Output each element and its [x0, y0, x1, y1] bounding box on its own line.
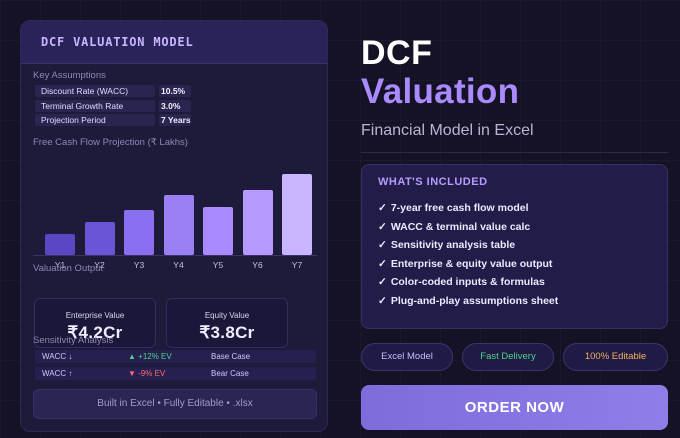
list-item: ✓ Sensitivity analysis table — [378, 238, 558, 257]
model-footer-note: Built in Excel • Fully Editable • .xlsx — [33, 389, 317, 419]
x-tick-label: Y3 — [133, 260, 145, 270]
list-item-text: Color-coded inputs & formulas — [390, 276, 545, 289]
sensitivity-heading: Sensitivity Analysis — [33, 335, 114, 346]
sensitivity-wacc: WACC ↓ — [42, 352, 73, 361]
checkmark-icon: ✓ — [378, 220, 387, 233]
fcf-bar-chart: Y1 Y2 Y3 Y4 Y5 Y6 Y7 — [33, 171, 317, 271]
included-list: ✓ 7-year free cash flow model ✓ WACC & ter… — [378, 201, 558, 313]
model-card-title: DCF VALUATION MODEL — [41, 35, 194, 49]
order-now-button[interactable]: ORDER NOW — [361, 385, 668, 430]
fcf-bar — [203, 206, 233, 255]
list-item-text: Plug-and-play assumptions sheet — [390, 294, 559, 307]
checkmark-icon: ✓ — [378, 294, 387, 307]
sensitivity-case: Bear Case — [211, 369, 249, 378]
list-item: ✓ WACC & terminal value calc — [378, 220, 558, 239]
list-item-text: Enterprise & equity value output — [390, 257, 553, 270]
list-item: ✓ 7-year free cash flow model — [378, 201, 558, 220]
assumption-value: 3.0% — [159, 100, 191, 112]
hero-title-line1: DCF — [361, 34, 433, 72]
kpi-value: ₹4.2Cr — [67, 323, 123, 342]
sensitivity-case: Base Case — [211, 352, 251, 361]
x-tick-label: Y7 — [291, 260, 303, 270]
checkmark-icon: ✓ — [378, 239, 387, 252]
checkmark-icon: ✓ — [378, 202, 387, 214]
chart-x-axis — [33, 255, 317, 256]
whats-included-title: WHAT'S INCLUDED — [378, 176, 488, 188]
valuation-heading: Valuation Output — [33, 263, 104, 274]
whats-included-card: WHAT'S INCLUDED ✓ 7-year free cash flow m… — [361, 164, 668, 329]
x-tick-label: Y1 — [54, 260, 66, 270]
fast-delivery-badge: Fast Delivery — [462, 343, 554, 371]
list-item: ✓ Enterprise & equity value output — [378, 257, 558, 276]
list-item: ✓ Color-coded inputs & formulas — [378, 275, 558, 294]
list-item-text: Sensitivity analysis table — [390, 239, 516, 252]
checkmark-icon: ✓ — [378, 257, 387, 270]
x-tick-label: Y4 — [173, 260, 184, 270]
model-preview-card: DCF VALUATION MODEL Key Assumptions Disc… — [20, 20, 328, 432]
fcf-bar — [282, 174, 312, 255]
kpi-label: Enterprise Value — [65, 311, 125, 320]
x-tick-label: Y5 — [212, 260, 224, 270]
assumption-name: Discount Rate (WACC) — [35, 85, 155, 97]
editable-badge: 100% Editable — [563, 343, 668, 371]
kpi-value: ₹3.8Cr — [199, 323, 255, 342]
assumption-row: Projection Period 7 Years — [35, 114, 315, 126]
fcf-bar — [124, 209, 154, 255]
fcf-bar — [84, 222, 115, 255]
model-card-header: DCF VALUATION MODEL — [21, 21, 327, 64]
list-item: ✓ Plug-and-play assumptions sheet — [378, 294, 558, 313]
assumption-name: Terminal Growth Rate — [35, 100, 155, 112]
equity-value-kpi: Equity Value ₹3.8Cr — [166, 298, 288, 348]
enterprise-value-kpi: Enterprise Value ₹4.2Cr — [34, 298, 156, 348]
assumption-value: 7 Years — [159, 114, 191, 126]
chart-heading: Free Cash Flow Projection (₹ Lakhs) — [33, 137, 188, 148]
sensitivity-row: WACC ↓ ▲ +12% EV Base Case — [35, 350, 316, 363]
x-tick-label: Y6 — [252, 260, 263, 270]
sensitivity-ev-change: ▲ +12% EV — [128, 352, 172, 361]
assumptions-heading: Key Assumptions — [33, 70, 106, 81]
sensitivity-wacc: WACC ↑ — [42, 369, 73, 378]
list-item-text: 7-year free cash flow model — [390, 202, 529, 214]
fcf-bar — [242, 190, 273, 255]
fcf-bar — [163, 195, 194, 255]
divider — [361, 152, 668, 153]
sensitivity-row: WACC ↑ ▼ -9% EV Bear Case — [35, 367, 316, 380]
sensitivity-ev-change: ▼ -9% EV — [128, 369, 166, 378]
checkmark-icon: ✓ — [378, 276, 387, 289]
hero-subtitle: Financial Model in Excel — [361, 122, 534, 139]
list-item-text: WACC & terminal value calc — [390, 220, 531, 233]
assumption-name: Projection Period — [35, 114, 155, 126]
assumption-value: 10.5% — [159, 85, 191, 97]
fcf-bar — [45, 233, 75, 255]
assumption-row: Discount Rate (WACC) 10.5% — [35, 85, 315, 97]
hero-title-line2: Valuation — [361, 72, 520, 111]
assumption-row: Terminal Growth Rate 3.0% — [35, 100, 315, 112]
kpi-label: Equity Value — [204, 311, 250, 320]
x-tick-label: Y2 — [94, 260, 105, 270]
excel-model-badge: Excel Model — [361, 343, 453, 371]
